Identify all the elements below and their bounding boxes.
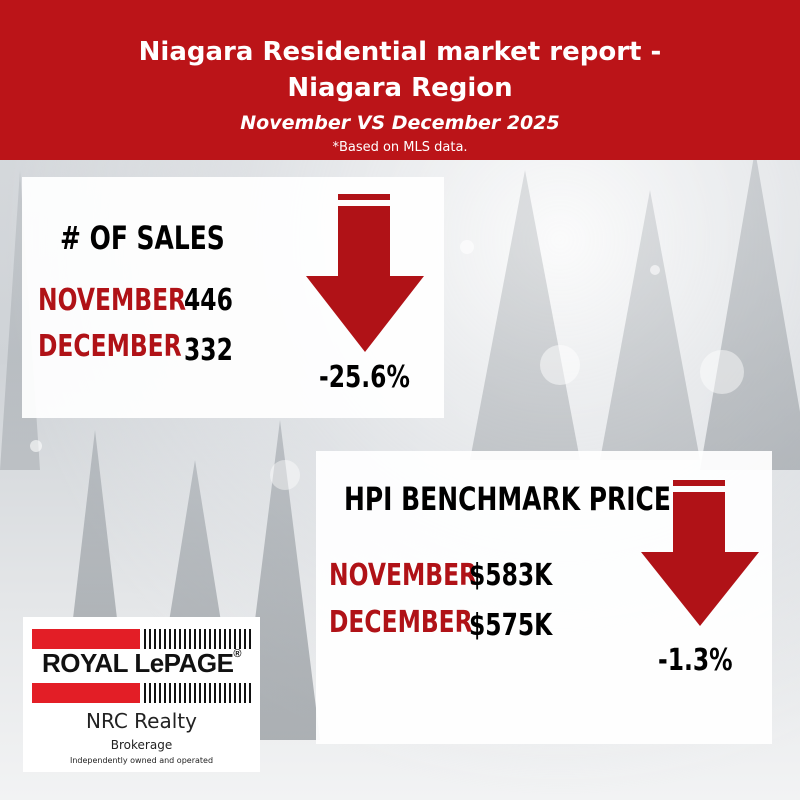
logo-registered-mark: ® (233, 648, 242, 660)
logo-stripe-bar (144, 683, 252, 703)
snowflake (700, 350, 744, 394)
sales-december-value: 332 (184, 333, 233, 368)
snowflake (30, 440, 42, 452)
background-tree (600, 190, 700, 460)
logo-stripe-bar (144, 629, 252, 649)
logo-bottom-bars (32, 683, 252, 703)
sales-november-label: NOVEMBER (38, 283, 187, 318)
sales-december-label: DECEMBER (38, 329, 182, 364)
logo-red-bar (32, 683, 140, 703)
report-title-line-1: Niagara Residential market report - (138, 37, 662, 67)
down-arrow-icon (306, 194, 424, 352)
brokerage-logo: ROYAL LePAGE® NRC Realty Brokerage Indep… (23, 617, 260, 772)
hpi-heading: HPI BENCHMARK PRICE (344, 480, 671, 518)
logo-brand-name: ROYAL LePAGE® (23, 648, 260, 679)
hpi-november-value: $583K (469, 558, 553, 593)
hpi-card: HPI BENCHMARK PRICE NOVEMBER $583K DECEM… (316, 451, 772, 744)
logo-brokerage-label: Brokerage (110, 738, 173, 752)
logo-red-bar (32, 629, 140, 649)
snowflake (270, 460, 300, 490)
snowflake (460, 240, 474, 254)
hpi-change-percent: -1.3% (658, 643, 733, 678)
sales-november-value: 446 (184, 283, 233, 318)
snowflake (540, 345, 580, 385)
down-arrow-icon (641, 480, 759, 626)
data-source-note: *Based on MLS data. (332, 140, 468, 155)
sales-card: # OF SALES NOVEMBER 446 DECEMBER 332 -25… (22, 177, 444, 418)
report-subtitle: November VS December 2025 (240, 112, 560, 134)
hpi-december-value: $575K (469, 608, 553, 643)
logo-top-bars (32, 629, 252, 649)
background-tree (470, 170, 580, 460)
hpi-november-label: NOVEMBER (329, 558, 478, 593)
sales-heading: # OF SALES (60, 219, 225, 257)
report-title: Niagara Residential market report - Niag… (0, 34, 800, 106)
logo-tagline: Independently owned and operated (69, 756, 214, 765)
sales-change-percent: -25.6% (319, 360, 410, 395)
background-tree (700, 150, 800, 470)
snowflake (650, 265, 660, 275)
logo-office-name: NRC Realty (86, 709, 197, 733)
logo-brand-text: ROYAL LePAGE (41, 648, 234, 678)
header-banner: Niagara Residential market report - Niag… (0, 0, 800, 160)
hpi-december-label: DECEMBER (329, 605, 473, 640)
report-title-line-2: Niagara Region (287, 73, 513, 103)
